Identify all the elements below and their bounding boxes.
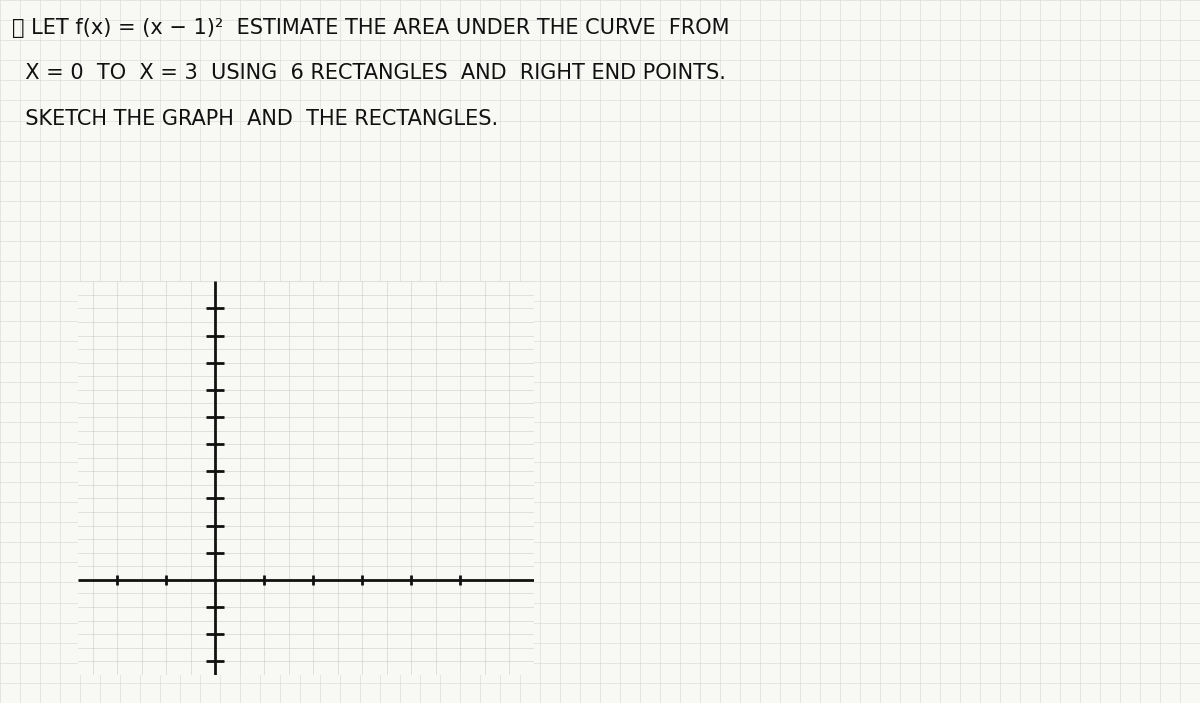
Text: SKETCH THE GRAPH  AND  THE RECTANGLES.: SKETCH THE GRAPH AND THE RECTANGLES. (12, 109, 498, 129)
Text: X = 0  TO  X = 3  USING  6 RECTANGLES  AND  RIGHT END POINTS.: X = 0 TO X = 3 USING 6 RECTANGLES AND RI… (12, 63, 726, 83)
Text: Ⓑ LET f(x) = (x − 1)²  ESTIMATE THE AREA UNDER THE CURVE  FROM: Ⓑ LET f(x) = (x − 1)² ESTIMATE THE AREA … (12, 18, 730, 37)
